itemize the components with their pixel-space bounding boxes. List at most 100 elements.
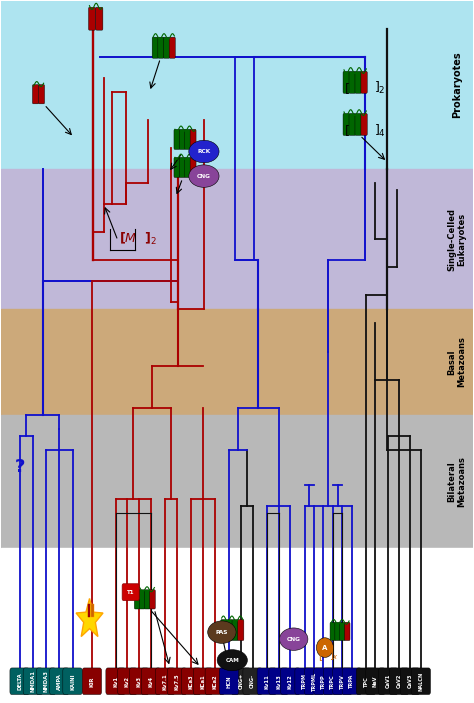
Text: CaV1: CaV1 [386,674,391,688]
Text: DELTA: DELTA [17,672,22,690]
Text: CNG-: CNG- [250,674,255,688]
Text: Single-Celled
Eukaryotes: Single-Celled Eukaryotes [447,208,466,271]
FancyBboxPatch shape [38,84,45,104]
FancyBboxPatch shape [343,113,349,136]
Polygon shape [76,598,103,636]
FancyBboxPatch shape [32,84,38,104]
FancyBboxPatch shape [349,113,356,136]
Bar [0,309,474,415]
FancyBboxPatch shape [379,668,398,695]
Bar [91,604,94,617]
FancyBboxPatch shape [145,590,150,609]
FancyBboxPatch shape [63,668,82,695]
Text: TRPA: TRPA [349,674,355,688]
FancyBboxPatch shape [355,71,361,93]
FancyBboxPatch shape [50,668,69,695]
FancyBboxPatch shape [158,37,164,58]
FancyBboxPatch shape [179,129,185,150]
FancyBboxPatch shape [342,668,362,695]
Text: TRPP: TRPP [321,674,326,689]
FancyBboxPatch shape [182,668,201,695]
Text: KAINI: KAINI [70,673,75,690]
Text: CNG: CNG [197,174,211,179]
FancyBboxPatch shape [281,668,300,695]
FancyBboxPatch shape [139,590,145,609]
Text: Basal
Metazoans: Basal Metazoans [447,337,466,387]
FancyBboxPatch shape [164,37,170,58]
Text: [$\it{M}$  ]$_2$: [$\it{M}$ ]$_2$ [119,231,156,247]
FancyBboxPatch shape [134,590,140,609]
FancyBboxPatch shape [106,668,125,695]
Text: NALCN: NALCN [419,671,423,691]
FancyBboxPatch shape [219,668,238,695]
Text: TPC: TPC [364,676,368,687]
FancyBboxPatch shape [232,619,238,640]
Text: CAM: CAM [226,658,239,663]
FancyBboxPatch shape [190,157,196,177]
Text: CaV2: CaV2 [397,674,401,688]
Text: TRPML: TRPML [311,671,317,691]
Text: TRPV: TRPV [340,673,345,689]
Bar [0,415,474,548]
FancyBboxPatch shape [227,619,233,640]
FancyBboxPatch shape [366,668,385,695]
Text: CaV3: CaV3 [408,674,412,688]
Text: Kv2: Kv2 [125,676,130,687]
FancyBboxPatch shape [167,668,187,695]
Text: ?: ? [14,458,25,476]
Text: TRPC: TRPC [330,674,336,688]
Text: NMDA3: NMDA3 [44,671,48,692]
Text: Prokaryotes: Prokaryotes [452,51,462,118]
FancyBboxPatch shape [190,129,196,150]
FancyBboxPatch shape [169,37,175,58]
FancyBboxPatch shape [345,622,350,640]
Text: Kv12: Kv12 [288,674,293,689]
Text: Kv13: Kv13 [276,674,281,689]
Text: Kv11: Kv11 [264,673,269,689]
Text: KCa2: KCa2 [212,674,217,688]
FancyBboxPatch shape [221,619,227,640]
FancyBboxPatch shape [129,668,149,695]
Ellipse shape [317,638,333,657]
FancyBboxPatch shape [411,668,430,695]
FancyBboxPatch shape [193,668,213,695]
FancyBboxPatch shape [355,113,361,136]
FancyBboxPatch shape [141,668,161,695]
Text: NMDA1: NMDA1 [30,670,36,692]
FancyBboxPatch shape [89,7,96,30]
Text: PAS: PAS [216,630,228,635]
Text: NaV: NaV [373,676,378,687]
FancyBboxPatch shape [361,113,367,136]
FancyBboxPatch shape [122,583,139,600]
FancyBboxPatch shape [174,157,180,177]
Text: A: A [322,645,328,650]
FancyBboxPatch shape [237,619,244,640]
FancyBboxPatch shape [390,668,409,695]
FancyBboxPatch shape [304,668,324,695]
FancyBboxPatch shape [330,622,336,640]
Text: Bilateral
Metazoans: Bilateral Metazoans [447,456,466,507]
FancyBboxPatch shape [269,668,288,695]
Text: Kv7.5: Kv7.5 [174,673,180,690]
Text: [: [ [318,650,322,659]
FancyBboxPatch shape [179,157,185,177]
Ellipse shape [280,628,308,650]
FancyBboxPatch shape [340,622,345,640]
Text: HCN: HCN [227,675,231,688]
FancyBboxPatch shape [118,668,137,695]
Ellipse shape [217,650,247,671]
FancyBboxPatch shape [82,668,101,695]
FancyBboxPatch shape [174,129,180,150]
FancyBboxPatch shape [23,668,43,695]
FancyBboxPatch shape [231,668,250,695]
FancyBboxPatch shape [349,71,356,93]
Text: Kv7.1: Kv7.1 [163,673,168,690]
FancyBboxPatch shape [185,129,191,150]
Text: [: [ [345,124,350,137]
FancyBboxPatch shape [361,71,367,93]
Text: RCK: RCK [197,149,210,154]
Text: $]_4$: $]_4$ [374,122,386,138]
Text: AMPA: AMPA [57,673,62,690]
Text: Kv1: Kv1 [113,676,118,687]
Text: CNG: CNG [287,637,301,642]
